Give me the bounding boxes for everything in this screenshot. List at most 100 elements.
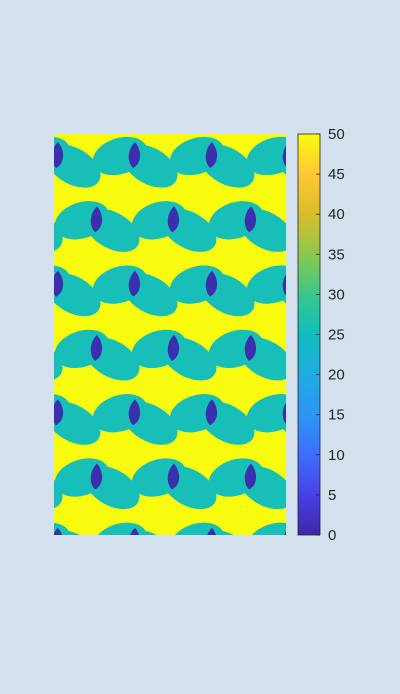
overlap-region <box>245 78 256 104</box>
overlap-region <box>360 142 371 168</box>
overlap-region <box>14 335 25 361</box>
overlap-region <box>90 334 103 361</box>
colorbar-tick-label: 50 <box>328 126 345 143</box>
heat-ellipse <box>246 136 286 176</box>
heat-ellipse <box>127 580 191 632</box>
overlap-region <box>322 592 333 618</box>
overlap-region <box>244 334 257 361</box>
overlap-region <box>245 592 256 618</box>
overlap-region <box>91 592 102 618</box>
ellipse-row <box>0 580 400 646</box>
overlap-region <box>128 270 141 297</box>
overlap-region <box>282 145 286 167</box>
heat-ellipse <box>77 71 147 132</box>
overlap-region <box>14 78 25 104</box>
overlap-region <box>128 142 141 168</box>
overlap-region <box>54 142 63 168</box>
overlap-region <box>284 531 286 535</box>
heat-ellipse <box>358 323 400 375</box>
heat-ellipse <box>385 586 400 647</box>
heat-ellipse <box>346 135 400 196</box>
overlap-region <box>322 78 333 104</box>
heat-ellipse <box>231 586 301 647</box>
overlap-region <box>205 270 218 297</box>
overlap-region <box>282 274 286 296</box>
overlap-region <box>167 463 180 490</box>
colorbar: 0 5 10 15 20 25 30 35 40 45 50 <box>297 126 345 544</box>
ellipse-row <box>0 66 400 132</box>
overlap-region <box>14 592 25 618</box>
heat-ellipse <box>204 66 268 118</box>
heat-ellipse <box>396 130 400 182</box>
overlap-region <box>168 592 179 618</box>
heat-ellipse <box>0 71 70 132</box>
heat-ellipse <box>204 580 268 632</box>
ellipse-row <box>0 195 400 261</box>
heat-ellipse <box>0 323 37 375</box>
overlap-region <box>205 399 218 426</box>
overlap-region <box>54 270 63 297</box>
overlap-region <box>90 463 103 490</box>
overlap-region <box>244 206 257 233</box>
overlap-region <box>244 463 257 490</box>
heat-ellipse <box>127 66 191 118</box>
heat-ellipse <box>50 580 114 632</box>
heat-ellipse <box>77 586 147 647</box>
heat-ellipse <box>385 71 400 132</box>
heat-ellipse <box>358 452 400 504</box>
heat-ellipse <box>0 580 37 632</box>
heatmap-image <box>0 66 400 646</box>
heat-ellipse <box>396 259 400 311</box>
heat-ellipse <box>231 71 301 132</box>
overlap-region <box>128 399 141 426</box>
overlap-region <box>168 78 179 104</box>
overlap-region <box>360 399 371 425</box>
colorbar-tick-label: 45 <box>328 166 345 183</box>
colorbar-tick-label: 25 <box>328 327 345 344</box>
heat-ellipse <box>346 264 400 325</box>
heat-ellipse <box>385 457 400 518</box>
colorbar-tick-label: 40 <box>328 206 345 223</box>
heat-ellipse <box>246 522 286 535</box>
heat-ellipse <box>308 586 378 647</box>
ellipse-row <box>0 323 400 389</box>
heat-ellipse <box>385 328 400 389</box>
colorbar-tick-label: 5 <box>328 487 336 504</box>
heat-ellipse <box>0 195 37 247</box>
colorbar-tick-label: 20 <box>328 367 345 384</box>
overlap-region <box>167 334 180 361</box>
overlap-region <box>90 206 103 233</box>
heat-ellipse <box>396 516 400 568</box>
ellipse-row <box>54 259 400 325</box>
heat-ellipse <box>154 71 224 132</box>
heat-ellipse <box>0 66 37 118</box>
heat-ellipse <box>358 580 400 632</box>
overlap-region <box>207 527 216 535</box>
heat-ellipse <box>281 580 345 632</box>
heat-ellipse <box>346 521 400 582</box>
heat-ellipse <box>358 195 400 247</box>
overlap-region <box>167 206 180 233</box>
heat-ellipse <box>50 66 114 118</box>
overlap-region <box>205 142 218 168</box>
heat-ellipse <box>346 393 400 454</box>
overlap-region <box>130 527 139 535</box>
ellipse-row <box>54 387 400 454</box>
ellipse-row <box>54 516 400 582</box>
colorbar-tick-label: 10 <box>328 447 345 464</box>
ellipse-pattern <box>0 66 400 646</box>
heat-ellipse <box>358 66 400 118</box>
overlap-region <box>54 527 62 535</box>
overlap-region <box>54 399 63 426</box>
overlap-region <box>14 464 25 490</box>
colorbar-tick-label: 30 <box>328 286 345 303</box>
heat-ellipse <box>396 387 400 439</box>
heat-ellipse <box>0 586 70 647</box>
overlap-region <box>14 206 25 232</box>
heat-ellipse <box>246 394 286 433</box>
heat-ellipse <box>385 200 400 261</box>
heat-ellipse <box>281 66 345 118</box>
ellipse-row <box>0 452 400 518</box>
heat-ellipse <box>0 452 37 504</box>
